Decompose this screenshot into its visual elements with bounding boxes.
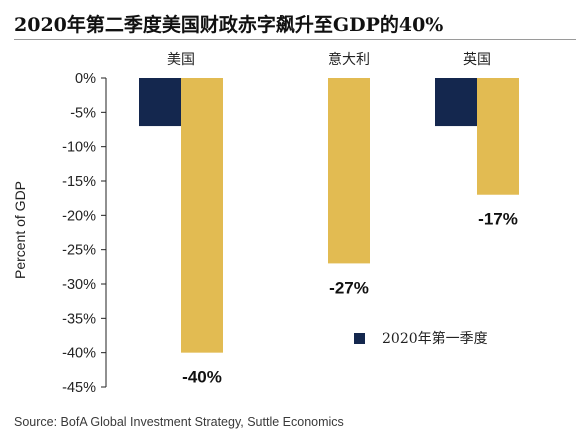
- chart-title: 2020年第二季度美国财政赤字飙升至GDP的40%: [14, 14, 444, 36]
- bar-q2: [181, 78, 223, 353]
- bar-q1: [435, 78, 477, 127]
- bar-q2: [328, 78, 370, 264]
- y-tick-label: -15%: [62, 174, 96, 190]
- y-tick-label: -35%: [62, 311, 96, 327]
- y-tick-label: -20%: [62, 208, 96, 224]
- data-label: -17%: [478, 210, 518, 229]
- category-label: 美国: [167, 52, 195, 68]
- y-tick-label: -25%: [62, 243, 96, 259]
- legend-swatch-q1: [354, 333, 365, 344]
- data-label: -40%: [182, 368, 222, 387]
- title-divider: [14, 39, 576, 40]
- y-tick-label: 0%: [75, 71, 96, 87]
- bar-q2: [477, 78, 519, 195]
- source-note: Source: BofA Global Investment Strategy,…: [14, 415, 344, 429]
- bar-q1: [139, 78, 181, 127]
- y-tick-label: -10%: [62, 140, 96, 156]
- category-label: 意大利: [328, 51, 370, 68]
- y-tick-label: -40%: [62, 346, 96, 362]
- y-tick-label: -30%: [62, 277, 96, 293]
- y-tick-label: -45%: [62, 380, 96, 396]
- y-tick-label: -5%: [70, 105, 96, 121]
- data-label: -27%: [329, 278, 369, 297]
- category-label: 英国: [463, 51, 491, 68]
- legend-label-q1: 2020年第一季度: [382, 330, 488, 347]
